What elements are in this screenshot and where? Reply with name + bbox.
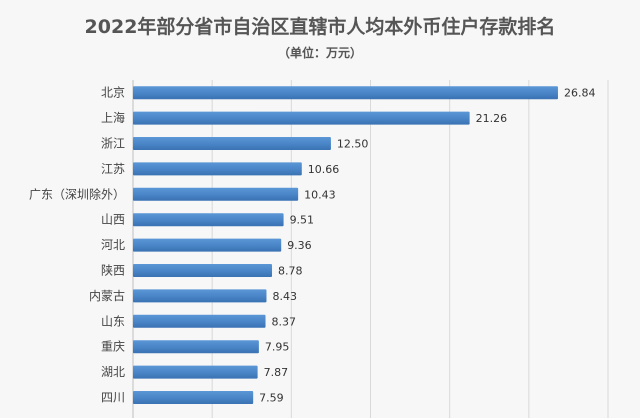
data-label: 26.84 [564, 87, 596, 100]
bar [133, 86, 558, 100]
category-label: 河北 [101, 238, 125, 252]
bar [133, 340, 259, 354]
bar [133, 213, 284, 227]
data-label: 10.43 [304, 188, 336, 201]
bar [133, 137, 331, 150]
data-label: 9.36 [287, 239, 312, 252]
bar [133, 391, 254, 404]
data-label: 9.51 [290, 214, 315, 227]
category-label: 广东（深圳除外） [29, 186, 125, 201]
data-label: 12.50 [337, 138, 369, 151]
category-label: 湖北 [101, 364, 125, 379]
bar [133, 314, 266, 328]
category-label: 山西 [101, 213, 125, 227]
bar [133, 365, 258, 379]
chart-title: 2022年部分省市自治区直辖市人均本外币住户存款排名 [84, 16, 556, 38]
category-label: 北京 [101, 86, 125, 100]
chart-subtitle: （单位：万元） [277, 46, 362, 60]
category-label: 浙江 [101, 137, 125, 151]
data-label: 8.43 [272, 290, 297, 303]
data-label: 21.26 [476, 112, 508, 125]
bar [133, 111, 470, 125]
data-label: 7.59 [259, 392, 284, 405]
category-label: 上海 [101, 110, 125, 125]
bar [133, 187, 299, 201]
data-label: 7.95 [265, 341, 290, 354]
data-label: 10.66 [308, 163, 340, 176]
category-label: 重庆 [101, 340, 125, 354]
bar [133, 238, 282, 252]
bar [133, 264, 273, 277]
category-label: 四川 [101, 391, 125, 405]
category-label: 内蒙古 [89, 288, 125, 303]
data-label: 8.78 [278, 265, 303, 278]
category-label: 陕西 [101, 263, 125, 278]
category-label: 山东 [101, 314, 125, 328]
data-label: 7.87 [264, 366, 289, 379]
bar [133, 289, 267, 303]
data-label: 8.37 [272, 315, 297, 328]
category-label: 江苏 [101, 162, 125, 176]
bar [133, 162, 302, 176]
